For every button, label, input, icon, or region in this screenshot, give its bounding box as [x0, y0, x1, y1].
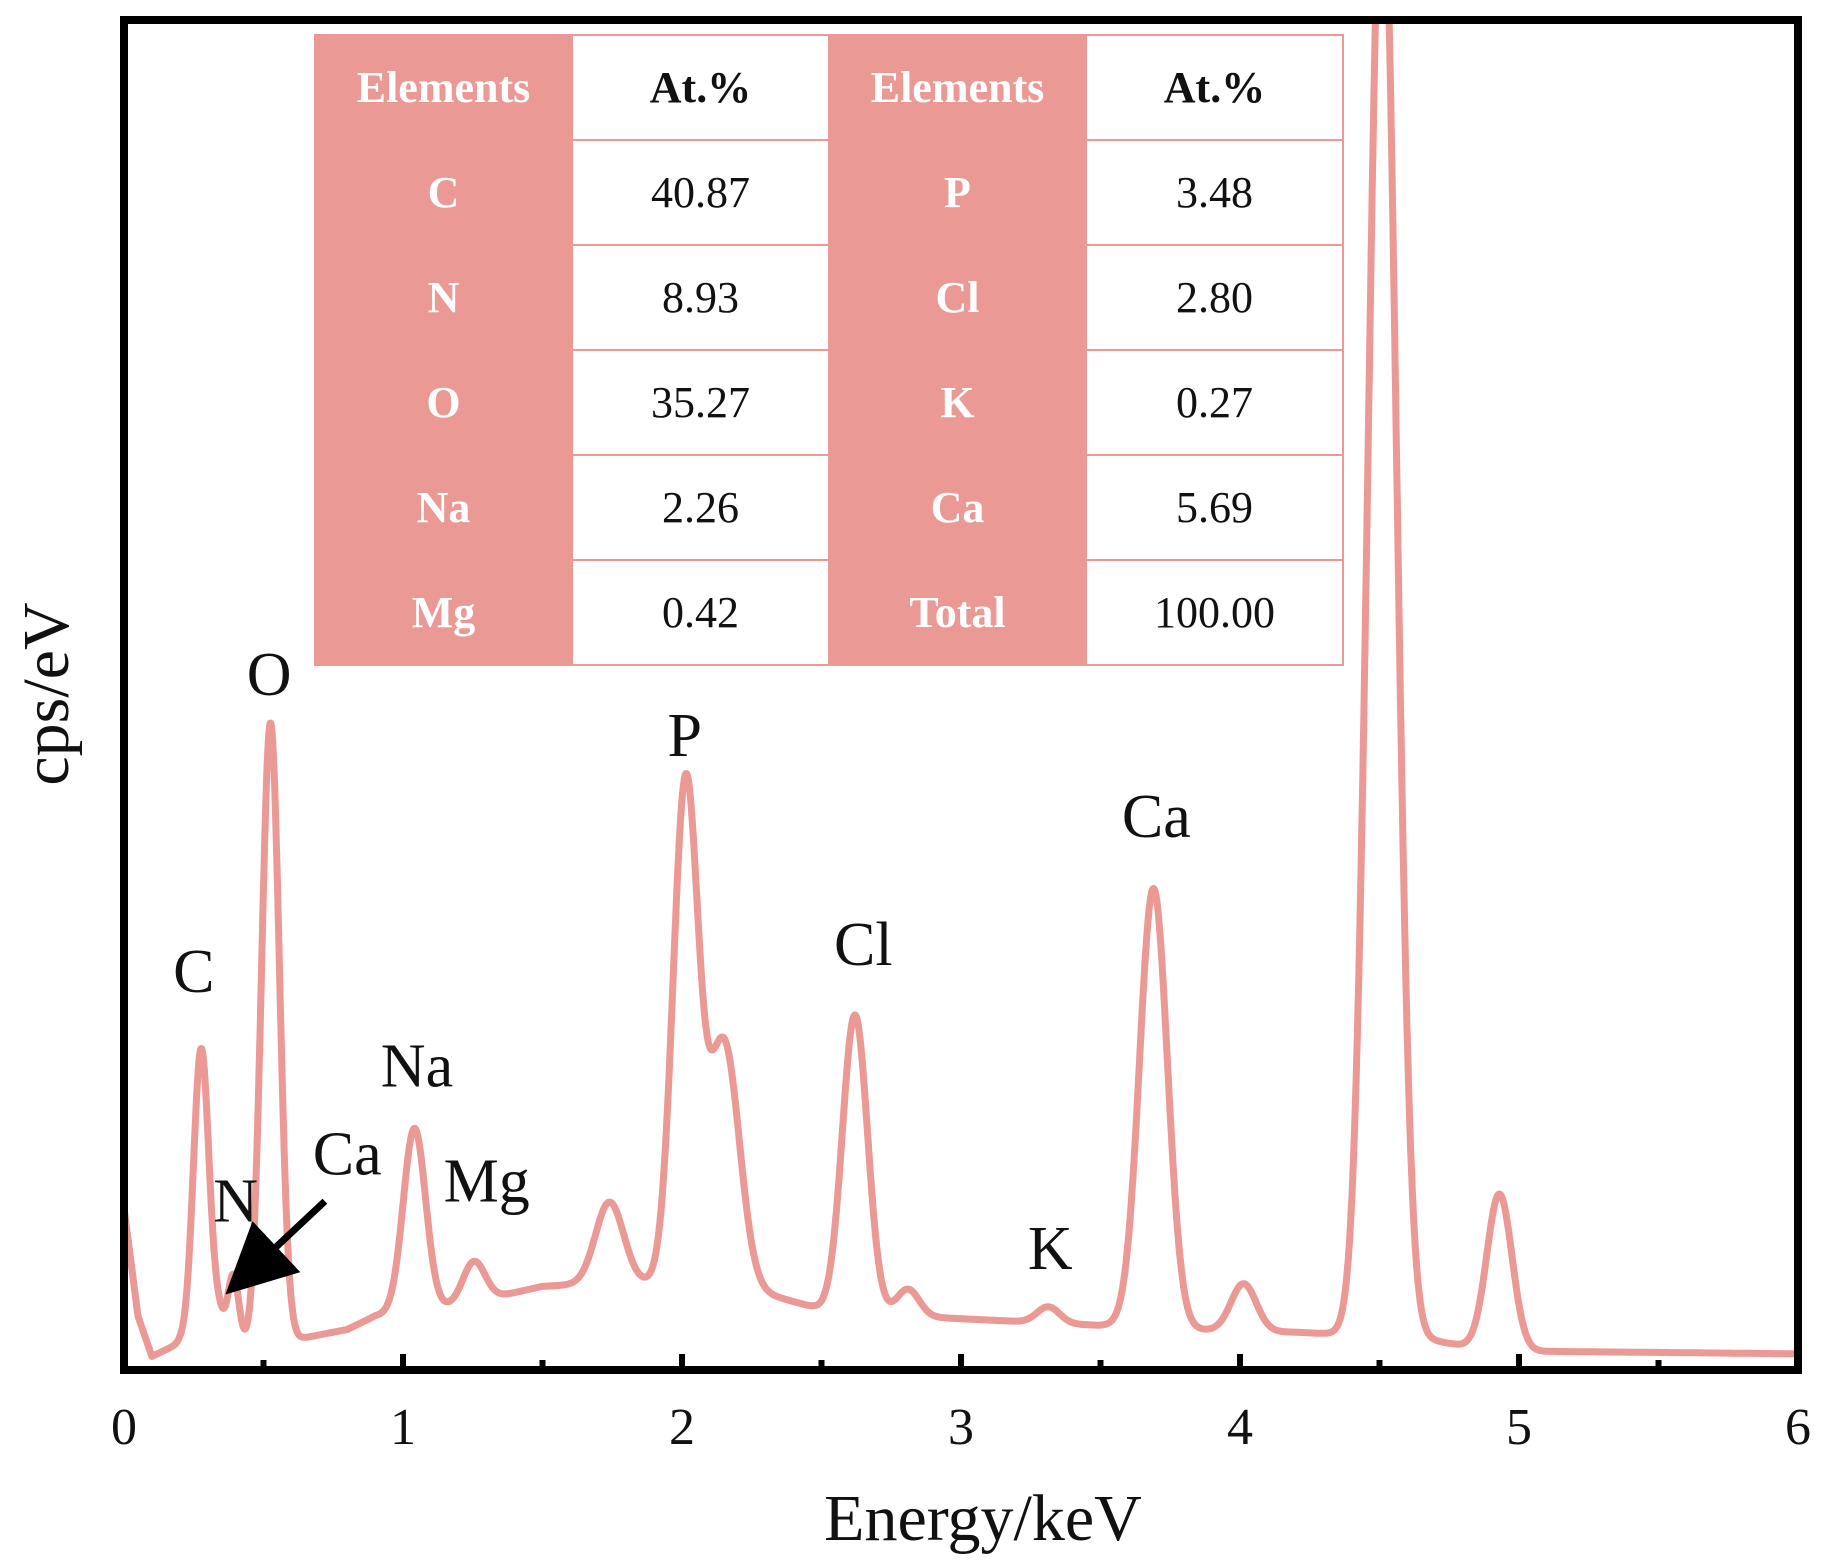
element-cell: Ca [828, 454, 1087, 561]
element-cell: N [314, 244, 573, 351]
element-cell: Na [314, 454, 573, 561]
element-cell: O [314, 349, 573, 456]
atomic-percent-cell: At.% [1085, 34, 1344, 141]
atomic-percent-cell: 2.26 [571, 454, 830, 561]
element-cell: Total [828, 559, 1087, 666]
peak-label: Ca [1122, 783, 1191, 851]
peak-label: Mg [444, 1147, 530, 1215]
atomic-percent-cell: 8.93 [571, 244, 830, 351]
x-axis: 0 1 2 3 4 5 6 [111, 1354, 1811, 1456]
atomic-percent-cell: 100.00 [1085, 559, 1344, 666]
element-cell: Elements [828, 34, 1087, 141]
atomic-percent-cell: 0.42 [571, 559, 830, 666]
peak-label: Cl [834, 911, 893, 979]
atomic-percent-cell: 0.27 [1085, 349, 1344, 456]
x-tick-label: 1 [390, 1399, 416, 1456]
atomic-percent-cell: 2.80 [1085, 244, 1344, 351]
peak-labels: C N Ca O Na Mg P Cl K Ca [173, 641, 1191, 1295]
x-tick-label: 5 [1506, 1399, 1532, 1456]
x-axis-label: Energy/keV [824, 1482, 1142, 1555]
atomic-percent-cell: 3.48 [1085, 139, 1344, 246]
element-cell: C [314, 139, 573, 246]
x-tick-label: 3 [948, 1399, 974, 1456]
table-header-row: Elements At.% Elements At.% [314, 34, 1344, 141]
spectrum-line [124, 20, 1798, 1360]
x-tick-label: 2 [669, 1399, 695, 1456]
plot-area [124, 20, 1798, 1360]
atomic-percent-cell: 40.87 [571, 139, 830, 246]
peak-label: N [213, 1168, 258, 1236]
peak-label: Na [381, 1033, 453, 1101]
element-cell: Cl [828, 244, 1087, 351]
element-cell: Mg [314, 559, 573, 666]
table-row: N 8.93 Cl 2.80 [314, 244, 1344, 351]
peak-label: Ca [313, 1120, 382, 1188]
table-row: Na 2.26 Ca 5.69 [314, 454, 1344, 561]
atomic-percent-cell: 5.69 [1085, 454, 1344, 561]
atomic-percent-cell: 35.27 [571, 349, 830, 456]
table-row: C 40.87 P 3.48 [314, 139, 1344, 246]
peak-label: P [668, 702, 702, 770]
peak-label: K [1028, 1215, 1073, 1283]
element-cell: K [828, 349, 1087, 456]
x-tick-label: 0 [111, 1399, 137, 1456]
table-row: Mg 0.42 Total 100.00 [314, 559, 1344, 666]
y-axis-label: cps/eV [10, 602, 83, 785]
element-cell: P [828, 139, 1087, 246]
peak-label: O [247, 641, 292, 709]
composition-table: Elements At.% Elements At.% C 40.87 P 3.48 N 8.93… [314, 34, 1344, 666]
table-row: O 35.27 K 0.27 [314, 349, 1344, 456]
annotation-arrow [225, 1198, 328, 1295]
x-tick-label: 4 [1227, 1399, 1253, 1456]
peak-label: C [173, 938, 214, 1006]
atomic-percent-cell: At.% [571, 34, 830, 141]
x-tick-label: 6 [1785, 1399, 1811, 1456]
element-cell: Elements [314, 34, 573, 141]
